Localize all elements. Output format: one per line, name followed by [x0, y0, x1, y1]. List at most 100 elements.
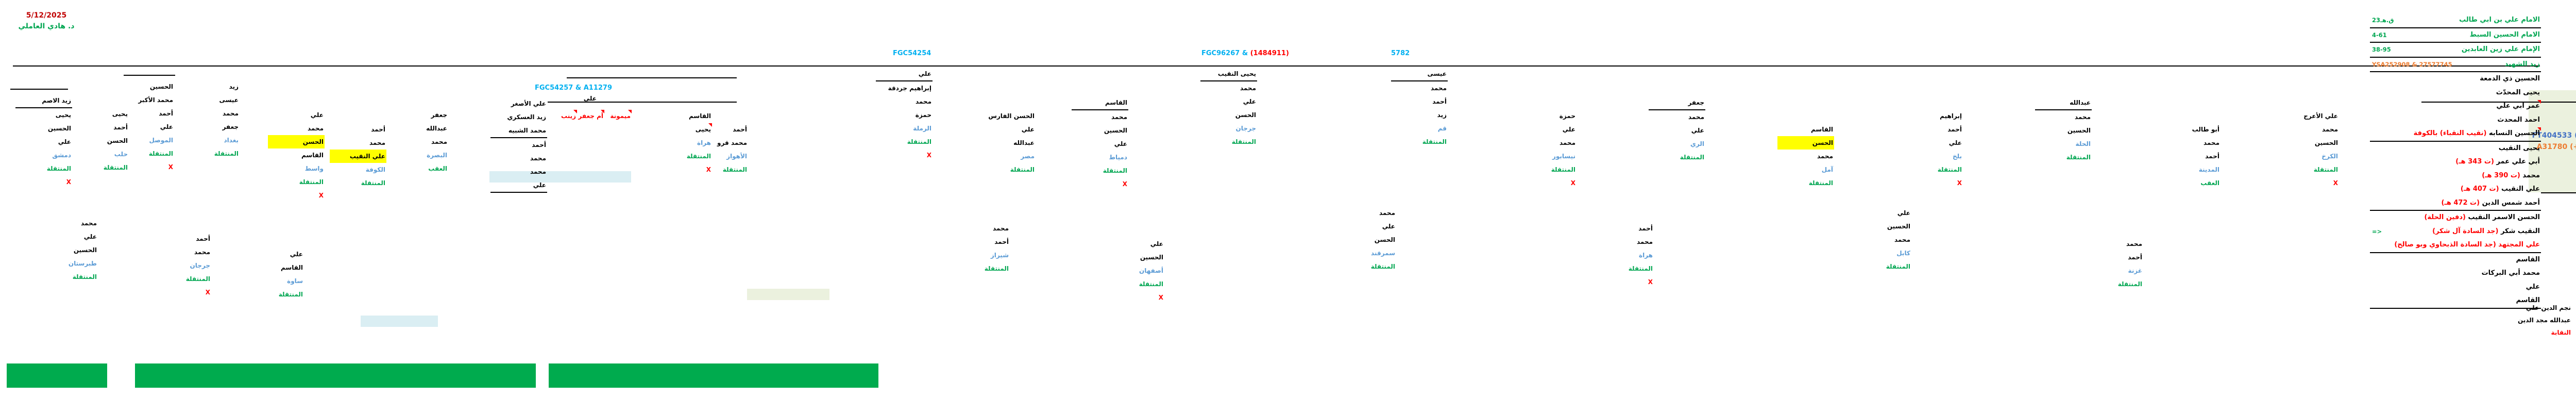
- tree-node[interactable]: سمرقند: [1340, 246, 1396, 260]
- tree-node[interactable]: المنتقلة: [1108, 277, 1164, 291]
- tree-node[interactable]: محمد: [490, 165, 547, 178]
- tree-node[interactable]: الحسين: [117, 80, 174, 93]
- tree-node[interactable]: علي: [41, 230, 98, 243]
- tree-node[interactable]: الحسين: [2035, 124, 2092, 137]
- tree-node[interactable]: علي: [2370, 280, 2541, 294]
- tree-node[interactable]: عبدالله مجد الدين: [2505, 314, 2572, 326]
- tree-node[interactable]: محمد: [2164, 136, 2221, 150]
- tree-node[interactable]: العقب: [2164, 176, 2221, 190]
- tree-node[interactable]: ميمونة: [601, 109, 632, 123]
- tree-node[interactable]: عيسى: [1391, 67, 1448, 81]
- tree-node[interactable]: X: [15, 175, 72, 189]
- tree-node[interactable]: المنتقلة: [2035, 151, 2092, 164]
- tree-node[interactable]: علي: [117, 120, 174, 134]
- tree-node[interactable]: محمد: [1597, 235, 1654, 249]
- tree-node[interactable]: المنتقلة: [691, 163, 748, 176]
- tree-node[interactable]: محمد: [2035, 110, 2092, 124]
- tree-node[interactable]: محمد: [1340, 206, 1396, 220]
- tree-node[interactable]: أم جعفر: [576, 109, 604, 123]
- tree-node[interactable]: الحسن الفارس: [979, 109, 1036, 123]
- tree-node[interactable]: علي: [1200, 95, 1257, 108]
- tree-node[interactable]: أحمد: [72, 121, 129, 134]
- tree-node[interactable]: حمزة: [1520, 109, 1577, 123]
- tree-node[interactable]: المنتقلة: [1855, 260, 1911, 273]
- tree-node[interactable]: المنتقلة: [1906, 163, 1963, 176]
- bottom-bar[interactable]: [549, 363, 878, 388]
- tree-node[interactable]: المنتقلة: [1597, 262, 1654, 275]
- tree-node[interactable]: المنتقلة: [72, 161, 129, 174]
- tree-node[interactable]: الحسن: [1340, 233, 1396, 246]
- tree-node[interactable]: X: [2282, 176, 2339, 190]
- tree-node[interactable]: الحسين: [1072, 124, 1128, 137]
- tree-node[interactable]: محمد الشبيه: [490, 124, 547, 138]
- tree-node[interactable]: بلخ: [1906, 150, 1963, 163]
- tree-node[interactable]: أحمد: [1906, 123, 1963, 136]
- tree-node[interactable]: X: [268, 189, 325, 202]
- tree-node[interactable]: إبراهيم جردقة: [876, 81, 933, 95]
- tree-node[interactable]: المنتقلة: [953, 262, 1010, 275]
- tree-node[interactable]: علي: [1906, 136, 1963, 150]
- tree-node[interactable]: القاسم: [247, 261, 304, 274]
- tree-node[interactable]: النقابة: [2505, 326, 2572, 339]
- tree-node[interactable]: => النقيب شكر (جد السادة آل شكر): [2370, 225, 2541, 239]
- tree-node[interactable]: شيراز: [953, 249, 1010, 262]
- tree-node[interactable]: علي: [1649, 124, 1705, 137]
- tree-node[interactable]: محمد: [268, 122, 325, 135]
- tree-node[interactable]: الحسين: [1855, 220, 1911, 233]
- tree-node[interactable]: علي: [15, 135, 72, 148]
- tree-node[interactable]: القاسم: [2370, 294, 2541, 309]
- highlight-cell[interactable]: [747, 289, 829, 300]
- tree-node[interactable]: بغداد: [183, 134, 240, 147]
- tree-node[interactable]: أحمد: [490, 138, 547, 152]
- tree-node[interactable]: المنتقلة: [1200, 135, 1257, 148]
- tree-node[interactable]: زينب: [551, 109, 577, 123]
- tree-node[interactable]: أبو طالب: [2164, 123, 2221, 136]
- tree-node[interactable]: المنتقلة: [2087, 277, 2143, 291]
- tree-node[interactable]: أحمد: [330, 123, 386, 136]
- tree-node[interactable]: علي: [490, 178, 547, 193]
- tree-node[interactable]: دمياط: [1072, 151, 1128, 164]
- tree-node[interactable]: الحسين: [2282, 136, 2339, 150]
- tree-node[interactable]: أحمد: [2164, 150, 2221, 163]
- tree-node[interactable]: القاسم: [1072, 96, 1128, 110]
- tree-node[interactable]: جعفر: [183, 120, 240, 134]
- tree-node[interactable]: محمد: [1855, 233, 1911, 246]
- tree-node[interactable]: الحسن: [1200, 108, 1257, 122]
- tree-node[interactable]: المنتقلة: [1777, 176, 1834, 190]
- tree-node[interactable]: محمد (ت 390 هـ): [2370, 169, 2541, 183]
- tree-node[interactable]: علي النقيب: [330, 150, 386, 163]
- tree-node[interactable]: المنتقلة: [876, 135, 933, 148]
- tree-node[interactable]: المدينة: [2164, 163, 2221, 176]
- tree-node[interactable]: المنتقلة: [1649, 151, 1705, 164]
- tree-node[interactable]: علي: [268, 108, 325, 122]
- tree-node[interactable]: محمد: [392, 135, 448, 148]
- tree-node[interactable]: غزنة: [2087, 264, 2143, 277]
- tree-node[interactable]: عبدالله: [2035, 96, 2092, 110]
- tree-node[interactable]: طبرستان: [41, 257, 98, 270]
- tree-node[interactable]: المنتقلة: [655, 150, 712, 163]
- tree-node[interactable]: علي: [567, 92, 598, 105]
- tree-node[interactable]: يحيى: [72, 107, 129, 121]
- tree-node[interactable]: قم: [1391, 122, 1448, 135]
- tree-node[interactable]: الحسين ذي الدمعة: [2370, 72, 2541, 86]
- tree-node[interactable]: آمل: [1777, 163, 1834, 176]
- tree-node[interactable]: 23ق.هـ الامام علي بن ابي طالب: [2370, 13, 2541, 28]
- tree-node[interactable]: 38-95 الإمام علي زين العابدين: [2370, 43, 2541, 58]
- tree-node[interactable]: X: [1597, 275, 1654, 289]
- tree-node[interactable]: المنتقلة: [117, 147, 174, 160]
- tree-node[interactable]: أبي علي عمر (ت 343 هـ): [2370, 155, 2541, 169]
- tree-node[interactable]: محمد: [1391, 81, 1448, 95]
- tree-node[interactable]: علي: [1340, 220, 1396, 233]
- tree-node[interactable]: ساوة: [247, 274, 304, 288]
- tree-node[interactable]: القاسم: [268, 148, 325, 162]
- tree-node[interactable]: محمد أبي البركات: [2370, 267, 2541, 280]
- tree-node[interactable]: يحيى النقيب: [2370, 142, 2541, 156]
- tree-node[interactable]: محمد: [2282, 123, 2339, 136]
- tree-node[interactable]: واسط: [268, 162, 325, 175]
- tree-node[interactable]: محمد: [490, 152, 547, 165]
- tree-node[interactable]: أحمد: [953, 235, 1010, 249]
- tree-node[interactable]: جرجان: [155, 259, 211, 272]
- tree-node[interactable]: الموصل: [117, 134, 174, 147]
- tree-node[interactable]: المنتقلة: [183, 147, 240, 160]
- dna-id-label[interactable]: FGC54254: [893, 49, 931, 57]
